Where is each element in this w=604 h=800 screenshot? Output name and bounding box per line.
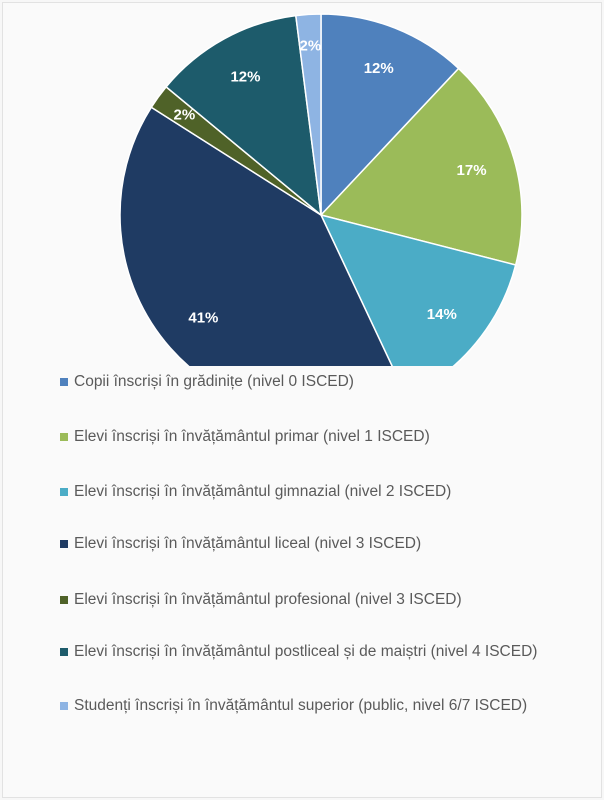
legend-label: Elevi înscriși în învățământul gimnazial… <box>74 483 452 500</box>
legend-swatch <box>60 648 68 656</box>
data-label: 2% <box>174 107 196 124</box>
data-label: 12% <box>230 69 260 86</box>
legend-swatch <box>60 378 68 386</box>
legend-item: Elevi înscriși în învățământul postlicea… <box>60 640 589 664</box>
pie-slice <box>294 13 322 216</box>
legend-item: Elevi înscriși în învățământul liceal (n… <box>60 532 589 556</box>
data-label: 14% <box>427 306 457 323</box>
data-label: 2% <box>300 37 322 54</box>
data-label: 12% <box>364 60 394 77</box>
legend-label: Copii înscriși în grădinițe (nivel 0 ISC… <box>74 373 354 390</box>
legend-label: Studenți înscriși în învățământul superi… <box>74 697 528 714</box>
pie-slice <box>320 13 460 217</box>
legend-item: Elevi înscriși în învățământul profesion… <box>60 588 589 612</box>
legend-label: Elevi înscriși în învățământul liceal (n… <box>74 535 422 552</box>
legend-swatch <box>60 596 68 604</box>
legend-item: Elevi înscriși în învățământul primar (n… <box>60 425 589 449</box>
legend: Copii înscriși în grădinițe (nivel 0 ISC… <box>50 366 584 752</box>
legend-label: Elevi înscriși în învățământul postlicea… <box>74 643 538 660</box>
pie-slice <box>165 14 322 217</box>
data-label: 41% <box>188 310 218 327</box>
legend-swatch <box>60 702 68 710</box>
pie-slice <box>319 67 523 266</box>
legend-label: Elevi înscriși în învățământul primar (n… <box>74 428 430 445</box>
legend-swatch <box>60 433 68 441</box>
legend-item: Elevi înscriși în învățământul gimnazial… <box>60 480 589 504</box>
legend-swatch <box>60 540 68 548</box>
legend-item: Studenți înscriși în învățământul superi… <box>60 694 589 718</box>
legend-label: Elevi înscriși în învățământul profesion… <box>74 591 462 608</box>
data-label: 17% <box>457 162 487 179</box>
legend-item: Copii înscriși în grădinițe (nivel 0 ISC… <box>60 370 589 394</box>
legend-swatch <box>60 488 68 496</box>
